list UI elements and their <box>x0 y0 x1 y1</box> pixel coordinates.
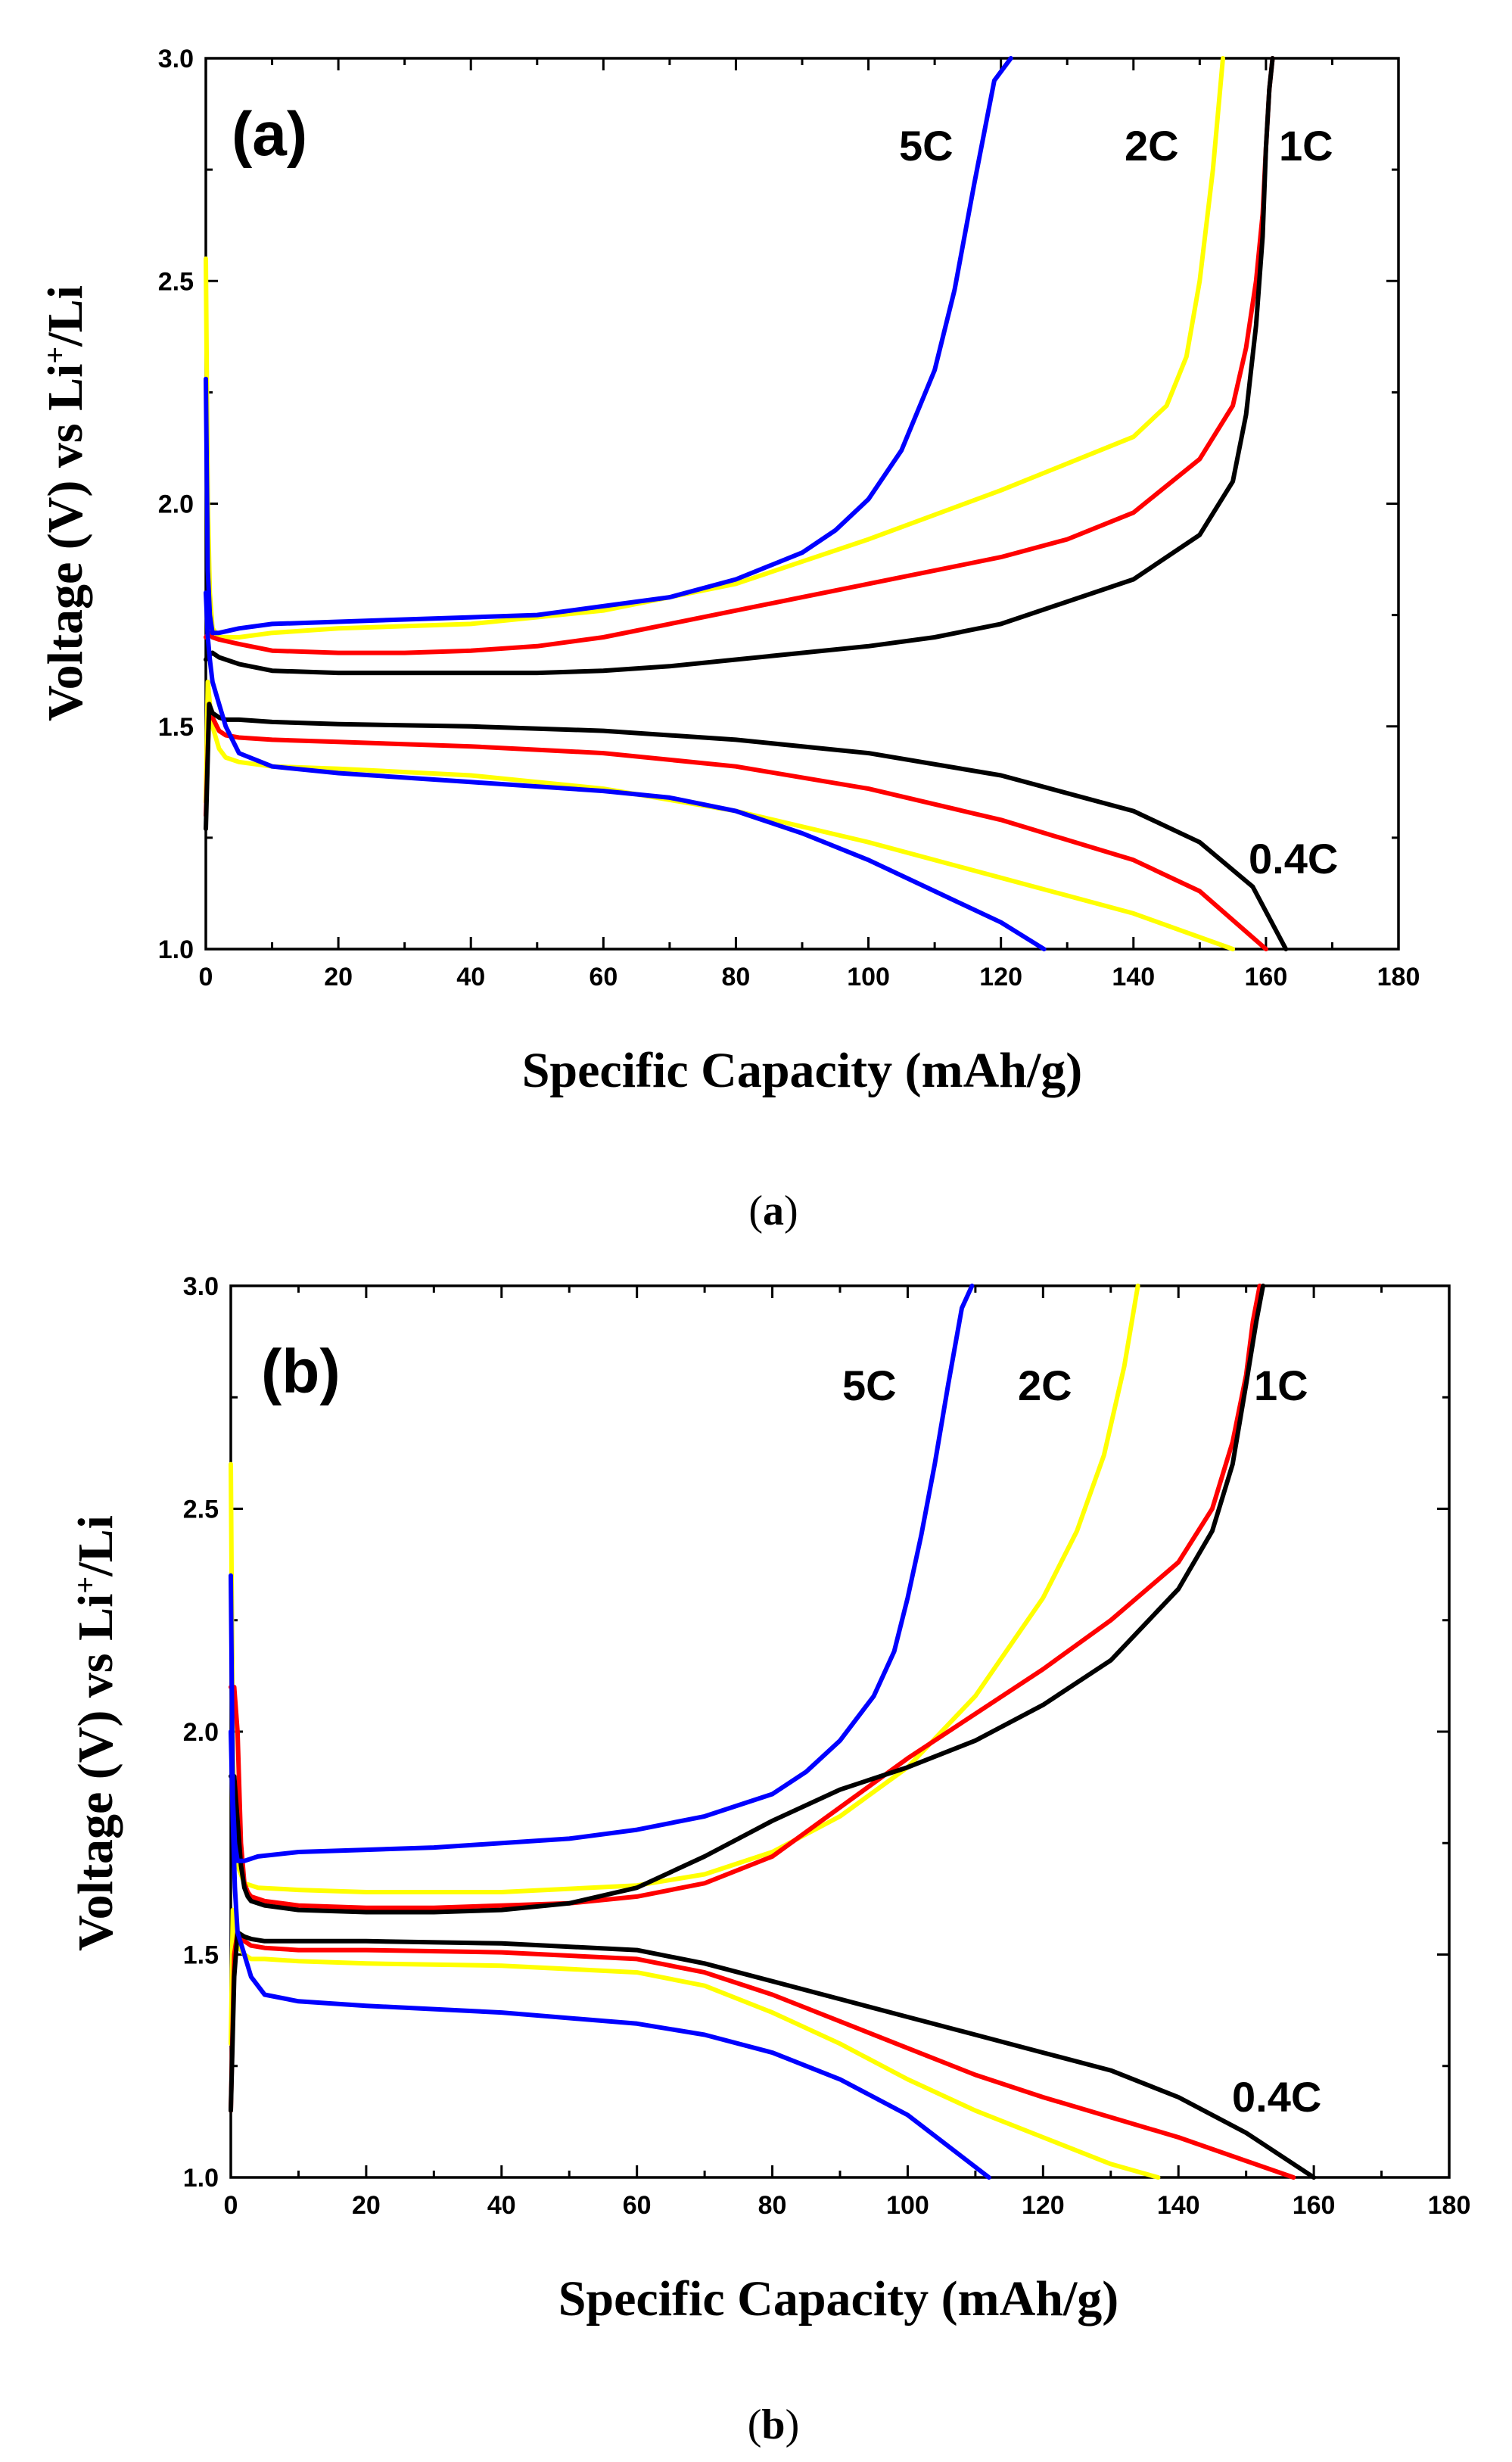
y-tick-label-a-4: 3.0 <box>158 45 194 73</box>
panel-label-a: (a) <box>232 100 307 169</box>
rate-label-04c-a: 0.4C <box>1249 835 1338 882</box>
y-tick-label-a-2: 2.0 <box>158 490 194 519</box>
y-tick-label-a-1: 1.5 <box>158 713 194 742</box>
caption-open-b: ( <box>748 2401 762 2448</box>
y-axis-title-a: Voltage (V) vs Li+/Li <box>38 285 93 721</box>
rate-label-1c-a: 1C <box>1279 122 1333 170</box>
curve-2c-charge-a <box>204 56 1225 640</box>
x-tick-label-b-6: 120 <box>1022 2191 1065 2220</box>
x-tick-label-a-2: 40 <box>456 963 485 991</box>
y-tick-label-b-2: 2.0 <box>183 1718 219 1747</box>
y-axis-title-b: Voltage (V) vs Li+/Li <box>68 1515 123 1951</box>
curve-1c-discharge-a <box>204 702 1268 951</box>
x-tick-label-a-5: 100 <box>847 963 890 991</box>
caption-close-a: ) <box>784 1187 798 1234</box>
rate-label-2c-a: 2C <box>1125 122 1179 170</box>
y-tick-labels-a: 1.0 1.5 2.0 2.5 3.0 <box>158 45 194 964</box>
y-tick-label-a-0: 1.0 <box>158 935 194 964</box>
curve-2c-charge-b <box>229 1284 1140 1894</box>
caption-letter-a: a <box>763 1187 784 1234</box>
y-axis-title-main-b: Voltage (V) vs Li <box>68 1594 123 1951</box>
y-tick-label-b-0: 1.0 <box>183 2164 219 2193</box>
curve-1c-discharge-b <box>229 1930 1296 2180</box>
y-axis-title-main-a: Voltage (V) vs Li <box>38 364 93 721</box>
curve-04c-charge-b <box>229 1284 1265 1915</box>
x-tick-label-b-5: 100 <box>886 2191 929 2220</box>
y-tick-label-b-1: 1.5 <box>183 1941 219 1970</box>
curve-04c-charge-a <box>204 56 1275 676</box>
rate-label-5c-b: 5C <box>842 1362 897 1409</box>
x-tick-label-b-7: 140 <box>1157 2191 1200 2220</box>
y-tick-label-b-4: 3.0 <box>183 1272 219 1301</box>
x-tick-labels-a: 0 20 40 60 80 100 120 140 160 180 <box>199 963 1420 991</box>
chart-panel-a: 0 20 40 60 80 100 120 140 160 180 1.0 1.5 2.0 2.5 3.0… <box>38 45 1420 1234</box>
x-axis-title-a: Specific Capacity (mAh/g) <box>522 1043 1083 1098</box>
curve-2c-discharge-a <box>204 679 1236 951</box>
curve-04c-discharge-a <box>204 702 1289 951</box>
x-tick-label-b-9: 180 <box>1428 2191 1471 2220</box>
y-axis-title-sup-a: + <box>38 347 72 364</box>
curves-a <box>204 56 1289 951</box>
x-tick-label-b-8: 160 <box>1293 2191 1336 2220</box>
caption-close-b: ) <box>786 2401 800 2448</box>
rate-label-1c-b: 1C <box>1254 1362 1308 1409</box>
x-tick-label-b-1: 20 <box>352 2191 381 2220</box>
y-axis-title-sup-b: + <box>68 1576 102 1594</box>
rate-label-5c-a: 5C <box>899 122 954 170</box>
curve-5c-discharge-b <box>229 1729 991 2180</box>
x-tick-label-a-1: 20 <box>324 963 353 991</box>
x-tick-label-b-3: 60 <box>623 2191 652 2220</box>
curve-5c-charge-a <box>204 56 1013 636</box>
y-axis-title-suffix-b: /Li <box>68 1515 123 1577</box>
y-axis-title-suffix-a: /Li <box>38 285 93 347</box>
x-tick-label-a-9: 180 <box>1377 963 1420 991</box>
curve-5c-discharge-a <box>204 590 1047 951</box>
x-tick-label-a-7: 140 <box>1112 963 1155 991</box>
curve-1c-charge-b <box>229 1284 1262 1910</box>
curve-5c-charge-b <box>229 1284 975 1863</box>
x-tick-label-b-0: 0 <box>224 2191 238 2220</box>
rate-label-04c-b: 0.4C <box>1232 2073 1321 2121</box>
curves-b <box>229 1284 1317 2180</box>
x-tick-label-b-2: 40 <box>487 2191 516 2220</box>
y-tick-label-b-3: 2.5 <box>183 1496 219 1524</box>
x-axis-title-b: Specific Capacity (mAh/g) <box>558 2271 1119 2327</box>
y-tick-labels-b: 1.0 1.5 2.0 2.5 3.0 <box>183 1272 219 2193</box>
x-tick-label-a-4: 80 <box>722 963 751 991</box>
x-tick-label-a-6: 120 <box>979 963 1022 991</box>
rate-label-2c-b: 2C <box>1018 1362 1072 1409</box>
x-tick-label-b-4: 80 <box>758 2191 787 2220</box>
curve-04c-discharge-b <box>229 1930 1317 2180</box>
caption-letter-b: b <box>761 2401 785 2448</box>
x-tick-label-a-3: 60 <box>589 963 618 991</box>
caption-open-a: ( <box>748 1187 763 1234</box>
ticks-a <box>204 57 1400 951</box>
x-tick-label-a-0: 0 <box>199 963 213 991</box>
caption-a: (a) <box>748 1187 798 1234</box>
panel-label-b: (b) <box>261 1337 341 1406</box>
chart-panel-b: 0 20 40 60 80 100 120 140 160 180 1.0 1.5 2.0 2.5 3.0… <box>68 1272 1470 2448</box>
x-tick-label-a-8: 160 <box>1245 963 1288 991</box>
ticks-b <box>229 1284 1451 2179</box>
curve-1c-charge-a <box>204 56 1275 655</box>
caption-b: (b) <box>748 2401 799 2448</box>
y-tick-label-a-3: 2.5 <box>158 267 194 296</box>
x-tick-labels-b: 0 20 40 60 80 100 120 140 160 180 <box>224 2191 1471 2220</box>
